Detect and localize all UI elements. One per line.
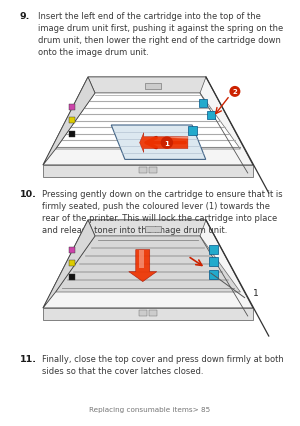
- Text: 11.: 11.: [20, 354, 37, 363]
- Text: Finally, close the top cover and press down firmly at both
sides so that the cov: Finally, close the top cover and press d…: [42, 354, 284, 375]
- Bar: [209, 245, 218, 254]
- Bar: [139, 310, 147, 316]
- Bar: [207, 111, 215, 119]
- Text: 2: 2: [232, 89, 237, 95]
- Text: Replacing consumable items> 85: Replacing consumable items> 85: [89, 406, 211, 412]
- Polygon shape: [43, 308, 253, 320]
- Text: 10.: 10.: [20, 190, 37, 199]
- Polygon shape: [56, 94, 240, 150]
- Polygon shape: [43, 78, 253, 166]
- Polygon shape: [88, 221, 206, 236]
- Text: 9.: 9.: [20, 12, 30, 21]
- Polygon shape: [43, 221, 253, 308]
- Bar: [209, 271, 218, 279]
- Text: 1: 1: [253, 288, 258, 297]
- Polygon shape: [56, 236, 240, 292]
- Bar: [69, 274, 75, 280]
- Polygon shape: [43, 78, 95, 166]
- Bar: [139, 167, 147, 173]
- Polygon shape: [164, 137, 188, 139]
- Bar: [69, 247, 75, 253]
- Bar: [188, 127, 197, 136]
- Circle shape: [230, 87, 240, 98]
- Polygon shape: [88, 78, 206, 94]
- Text: 1: 1: [164, 140, 169, 146]
- Bar: [69, 104, 75, 110]
- Polygon shape: [111, 126, 206, 160]
- Polygon shape: [43, 166, 253, 178]
- Bar: [69, 118, 75, 124]
- Circle shape: [161, 138, 172, 149]
- Polygon shape: [43, 221, 95, 308]
- Bar: [149, 167, 157, 173]
- Polygon shape: [140, 133, 188, 153]
- Bar: [149, 310, 157, 316]
- Bar: [199, 100, 207, 108]
- Bar: [209, 258, 218, 267]
- Bar: [145, 227, 161, 233]
- Bar: [69, 132, 75, 138]
- Bar: [145, 84, 161, 90]
- Text: Pressing gently down on the cartridge to ensure that it is
firmly seated, push t: Pressing gently down on the cartridge to…: [42, 190, 283, 235]
- Polygon shape: [129, 250, 157, 282]
- Polygon shape: [139, 250, 144, 268]
- Bar: [69, 261, 75, 267]
- Text: Insert the left end of the cartridge into the top of the
image drum unit first, : Insert the left end of the cartridge int…: [38, 12, 283, 58]
